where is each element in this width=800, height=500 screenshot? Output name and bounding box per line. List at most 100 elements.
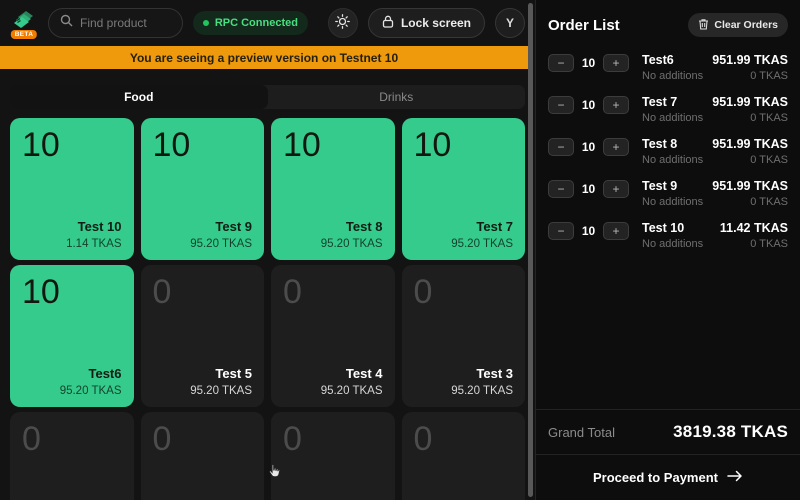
product-card-test-8[interactable]: 10 Test 8 95.20 TKAS: [271, 118, 395, 260]
theme-toggle-button[interactable]: [328, 8, 358, 38]
product-card-test-4[interactable]: 0 Test 4 95.20 TKAS: [271, 265, 395, 407]
decrease-qty-button[interactable]: −: [548, 54, 574, 72]
item-note: No additions: [642, 112, 712, 124]
order-list-header: Order List Clear Orders: [536, 0, 800, 49]
item-name: Test 10: [642, 221, 720, 235]
item-note: No additions: [642, 154, 712, 166]
item-additions-price: 0 TKAS: [712, 154, 788, 166]
category-tabs: Food Drinks: [10, 85, 525, 109]
increase-qty-button[interactable]: +: [603, 222, 629, 240]
product-card[interactable]: 0: [402, 412, 526, 500]
trash-icon: [698, 18, 709, 33]
decrease-qty-button[interactable]: −: [548, 96, 574, 114]
item-price: 11.42 TKAS: [720, 221, 788, 235]
order-items-list: − 10 + Test6 No additions 951.99 TKAS 0 …: [536, 49, 800, 263]
item-additions-price: 0 TKAS: [712, 112, 788, 124]
product-qty: 10: [22, 128, 122, 164]
increase-qty-button[interactable]: +: [603, 54, 629, 72]
item-note: No additions: [642, 238, 720, 250]
product-qty: 10: [153, 128, 253, 164]
product-price: 95.20 TKAS: [190, 238, 252, 250]
status-dot-icon: [203, 20, 209, 26]
product-name: Test 10: [66, 219, 121, 234]
lock-screen-label: Lock screen: [401, 16, 471, 30]
lock-screen-button[interactable]: Lock screen: [368, 8, 485, 38]
product-qty: 0: [414, 422, 514, 458]
item-qty: 10: [580, 140, 597, 154]
increase-qty-button[interactable]: +: [603, 180, 629, 198]
testnet-preview-banner: You are seeing a preview version on Test…: [0, 46, 528, 69]
item-additions-price: 0 TKAS: [712, 196, 788, 208]
rpc-status-badge: RPC Connected: [193, 11, 308, 35]
proceed-to-payment-button[interactable]: Proceed to Payment: [536, 455, 800, 500]
clear-orders-button[interactable]: Clear Orders: [688, 13, 788, 37]
decrease-qty-button[interactable]: −: [548, 180, 574, 198]
product-qty: 0: [153, 275, 253, 311]
product-qty: 0: [414, 275, 514, 311]
item-price: 951.99 TKAS: [712, 95, 788, 109]
product-name: Test 8: [321, 219, 383, 234]
product-price: 95.20 TKAS: [321, 385, 383, 397]
item-qty: 10: [580, 224, 597, 238]
increase-qty-button[interactable]: +: [603, 96, 629, 114]
product-qty: 0: [153, 422, 253, 458]
search-input[interactable]: [80, 16, 171, 30]
order-item-test-8: − 10 + Test 8 No additions 951.99 TKAS 0…: [548, 137, 788, 166]
product-qty: 0: [283, 275, 383, 311]
vertical-scrollbar[interactable]: [528, 3, 533, 497]
item-additions-price: 0 TKAS: [720, 238, 788, 250]
product-card[interactable]: 0: [10, 412, 134, 500]
tab-food[interactable]: Food: [10, 85, 268, 109]
avatar-initial: Y: [506, 16, 514, 30]
product-name: Test 5: [190, 366, 252, 381]
product-qty: 10: [283, 128, 383, 164]
grand-total-label: Grand Total: [548, 425, 615, 440]
product-qty: 0: [22, 422, 122, 458]
search-icon: [60, 14, 73, 32]
user-avatar[interactable]: Y: [495, 8, 525, 38]
decrease-qty-button[interactable]: −: [548, 138, 574, 156]
order-list-title: Order List: [548, 17, 620, 34]
product-price: 1.14 TKAS: [66, 238, 121, 250]
order-item-test-9: − 10 + Test 9 No additions 951.99 TKAS 0…: [548, 179, 788, 208]
arrow-right-icon: [727, 470, 743, 485]
item-note: No additions: [642, 196, 712, 208]
tab-drinks[interactable]: Drinks: [268, 85, 526, 109]
product-card-test-3[interactable]: 0 Test 3 95.20 TKAS: [402, 265, 526, 407]
product-card-test-5[interactable]: 0 Test 5 95.20 TKAS: [141, 265, 265, 407]
app-logo: BETA: [10, 8, 38, 38]
product-price: 95.20 TKAS: [190, 385, 252, 397]
item-price: 951.99 TKAS: [712, 137, 788, 151]
increase-qty-button[interactable]: +: [603, 138, 629, 156]
grand-total-value: 3819.38 TKAS: [673, 422, 788, 442]
item-price: 951.99 TKAS: [712, 53, 788, 67]
product-card-test-10[interactable]: 10 Test 10 1.14 TKAS: [10, 118, 134, 260]
beta-badge: BETA: [11, 30, 37, 39]
product-card-test6[interactable]: 10 Test6 95.20 TKAS: [10, 265, 134, 407]
product-search[interactable]: [48, 8, 183, 38]
product-qty: 10: [22, 275, 122, 311]
product-card-test-9[interactable]: 10 Test 9 95.20 TKAS: [141, 118, 265, 260]
product-card[interactable]: 0: [271, 412, 395, 500]
item-name: Test6: [642, 53, 712, 67]
product-card-test-7[interactable]: 10 Test 7 95.20 TKAS: [402, 118, 526, 260]
rpc-status-label: RPC Connected: [215, 17, 298, 29]
product-name: Test 7: [451, 219, 513, 234]
order-item-test-10: − 10 + Test 10 No additions 11.42 TKAS 0…: [548, 221, 788, 250]
product-name: Test 4: [321, 366, 383, 381]
product-price: 95.20 TKAS: [451, 385, 513, 397]
banner-text: You are seeing a preview version on Test…: [130, 51, 398, 65]
item-name: Test 9: [642, 179, 712, 193]
product-price: 95.20 TKAS: [451, 238, 513, 250]
product-price: 95.20 TKAS: [60, 385, 122, 397]
decrease-qty-button[interactable]: −: [548, 222, 574, 240]
main-panel: BETA RPC Connected: [0, 0, 535, 500]
product-grid: 10 Test 10 1.14 TKAS 10 Test 9 95.20 TKA…: [0, 118, 535, 500]
sun-icon: [335, 14, 350, 32]
item-name: Test 8: [642, 137, 712, 151]
product-card[interactable]: 0: [141, 412, 265, 500]
product-name: Test 3: [451, 366, 513, 381]
order-item-test-7: − 10 + Test 7 No additions 951.99 TKAS 0…: [548, 95, 788, 124]
order-item-test6: − 10 + Test6 No additions 951.99 TKAS 0 …: [548, 53, 788, 82]
lock-icon: [382, 15, 394, 31]
